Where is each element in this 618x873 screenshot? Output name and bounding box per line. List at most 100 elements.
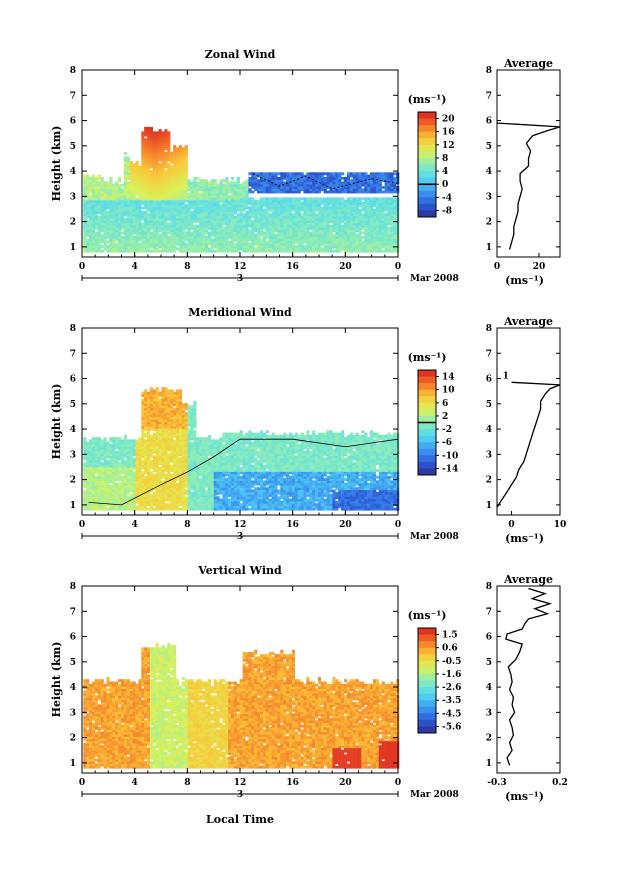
heatmap-cell xyxy=(141,195,145,198)
heatmap-cell xyxy=(92,213,96,217)
heatmap-cell xyxy=(216,224,220,228)
heatmap-cell xyxy=(300,204,304,208)
heatmap-cell xyxy=(225,197,229,201)
heatmap-cell xyxy=(364,245,368,248)
heatmap-cell xyxy=(158,428,162,431)
heatmap-cell xyxy=(375,201,379,205)
heatmap-cell xyxy=(286,242,290,246)
heatmap-cell xyxy=(161,441,165,445)
heatmap-cell xyxy=(147,394,151,397)
heatmap-cell xyxy=(123,482,127,486)
heatmap-cell xyxy=(115,491,119,495)
heatmap-cell xyxy=(387,238,391,242)
heatmap-cell xyxy=(367,186,371,189)
heatmap-cell xyxy=(193,240,197,244)
heatmap-cell xyxy=(242,247,246,251)
heatmap-cell xyxy=(207,242,211,246)
heatmap-cell xyxy=(375,197,379,201)
heatmap-cell xyxy=(242,206,246,210)
heatmap-cell xyxy=(167,231,171,235)
heatmap-cell xyxy=(126,446,130,450)
heatmap-cell xyxy=(300,172,304,176)
heatmap-cell xyxy=(381,229,385,233)
heatmap-cell xyxy=(178,201,182,205)
heatmap-cell xyxy=(300,245,304,248)
heatmap-cell xyxy=(303,231,307,235)
heatmap-cell xyxy=(94,464,98,468)
heatmap-cell xyxy=(199,240,203,244)
heatmap-cell xyxy=(86,466,90,470)
heatmap-cell xyxy=(187,217,191,221)
heatmap-cell xyxy=(251,183,255,187)
heatmap-cell xyxy=(210,179,214,183)
heatmap-cell xyxy=(83,496,87,500)
heatmap-cell xyxy=(233,233,237,237)
heatmap-cell xyxy=(300,229,304,233)
heatmap-cell xyxy=(89,462,93,466)
heatmap-cell xyxy=(155,482,159,486)
heatmap-cell xyxy=(262,215,266,219)
y-tick-label: 5 xyxy=(70,142,76,152)
heatmap-cell xyxy=(329,204,333,208)
heatmap-cell xyxy=(326,181,330,185)
heatmap-cell xyxy=(387,174,391,178)
heatmap-cell xyxy=(184,181,188,185)
heatmap-cell xyxy=(303,199,307,203)
heatmap-cell xyxy=(167,496,171,500)
heatmap-cell xyxy=(228,190,232,194)
heatmap-cell xyxy=(358,226,362,230)
heatmap-cell xyxy=(126,208,130,212)
heatmap-cell xyxy=(271,211,275,214)
heatmap-cell xyxy=(346,183,350,187)
heatmap-cell xyxy=(370,176,374,180)
heatmap-cell xyxy=(274,224,278,228)
heatmap-cell xyxy=(317,186,321,189)
heatmap-cell xyxy=(152,496,156,500)
heatmap-cell xyxy=(216,199,220,203)
heatmap-cell xyxy=(83,247,87,251)
heatmap-cell xyxy=(176,201,180,205)
heatmap-cell xyxy=(152,245,156,248)
heatmap-cell xyxy=(335,247,339,251)
heatmap-cell xyxy=(216,240,220,244)
heatmap-cell xyxy=(86,480,90,484)
heatmap-cell xyxy=(161,416,165,420)
heatmap-cell xyxy=(242,181,246,185)
profile-x-tick-label: 0 xyxy=(494,262,500,272)
heatmap-cell xyxy=(149,421,153,425)
heatmap-cell xyxy=(167,484,171,488)
heatmap-cell xyxy=(387,240,391,244)
heatmap-cell xyxy=(344,204,348,208)
heatmap-cell xyxy=(138,478,142,481)
heatmap-cell xyxy=(231,220,235,223)
heatmap-cell xyxy=(231,226,235,230)
heatmap-cell xyxy=(364,211,368,214)
heatmap-cell xyxy=(326,249,330,253)
heatmap-cell xyxy=(83,437,87,441)
heatmap-cell xyxy=(312,204,316,208)
heatmap-cell xyxy=(100,503,104,506)
heatmap-cell xyxy=(257,242,261,246)
heatmap-cell xyxy=(312,249,316,253)
heatmap-cell xyxy=(245,195,249,198)
heatmap-cell xyxy=(178,215,182,219)
heatmap-cell xyxy=(355,197,359,201)
heatmap-cell xyxy=(216,222,220,226)
heatmap-cell xyxy=(181,161,185,164)
heatmap-cell xyxy=(106,450,110,454)
heatmap-cell xyxy=(297,217,301,221)
heatmap-cell xyxy=(100,206,104,210)
heatmap-cell xyxy=(167,242,171,246)
heatmap-cell xyxy=(158,131,162,135)
heatmap-cell xyxy=(332,242,336,246)
heatmap-cell xyxy=(132,484,136,488)
heatmap-cell xyxy=(254,188,258,192)
heatmap-cell xyxy=(149,450,153,454)
heatmap-cell xyxy=(164,172,168,176)
heatmap-cell xyxy=(219,240,223,244)
heatmap-cell xyxy=(190,211,194,214)
heatmap-cell xyxy=(155,419,159,422)
heatmap-cell xyxy=(147,206,151,210)
heatmap-cell xyxy=(152,421,156,425)
heatmap-cell xyxy=(291,242,295,246)
